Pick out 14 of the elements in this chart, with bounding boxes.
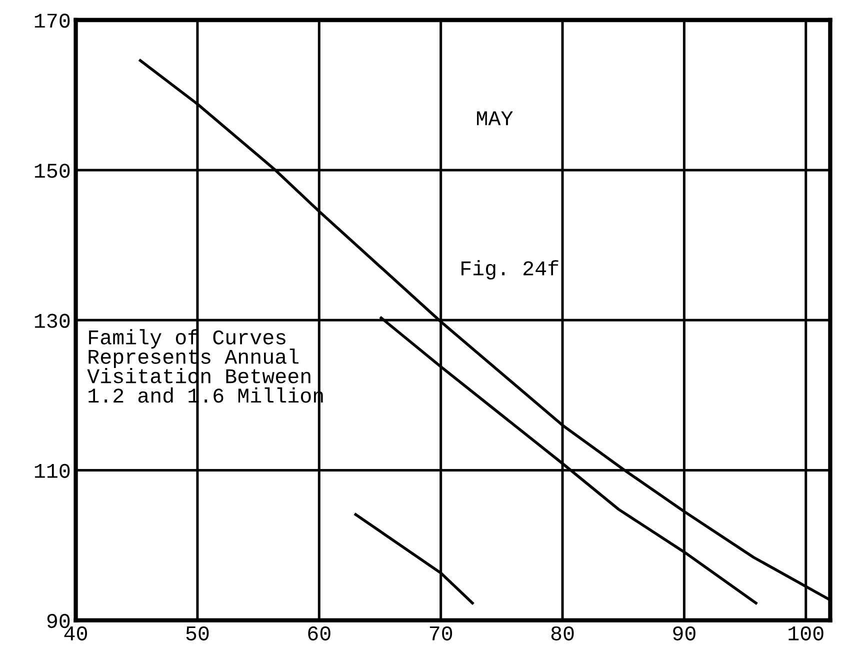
y-tick-label: 130 xyxy=(34,314,70,328)
x-tick-label: 60 xyxy=(308,626,330,640)
annotation: MAY xyxy=(477,111,513,126)
y-tick-label: 110 xyxy=(34,464,70,478)
y-tick-label: 90 xyxy=(47,614,70,628)
x-tick-label: 50 xyxy=(186,626,209,640)
x-tick-label: 90 xyxy=(673,626,696,640)
annotation: Fig. 24f xyxy=(462,260,558,280)
x-tick-label: 40 xyxy=(64,626,87,640)
x-tick-label: 70 xyxy=(430,626,452,640)
y-tick-label: 170 xyxy=(34,14,70,28)
x-tick-label: 80 xyxy=(551,626,574,640)
x-tick-label: 100 xyxy=(788,626,824,640)
y-tick-label: 150 xyxy=(34,164,70,178)
